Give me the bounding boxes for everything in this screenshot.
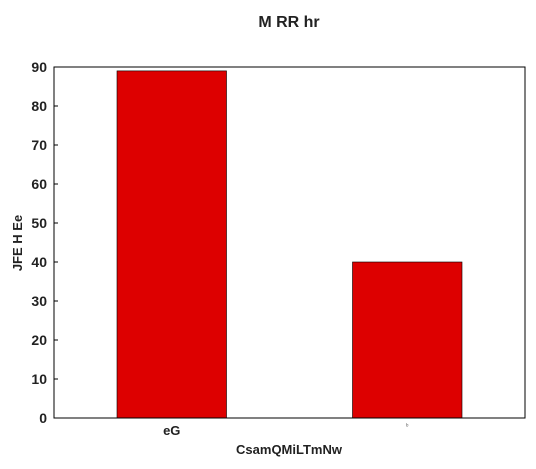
x-axis-ticks: eG ᵇ (163, 423, 409, 438)
y-tick-label-1: 10 (31, 371, 47, 387)
y-tick-label-3: 30 (31, 293, 47, 309)
y-tick-label-2: 20 (31, 332, 47, 348)
y-tick-label-5: 50 (31, 215, 47, 231)
bar-0 (116, 70, 227, 419)
x-tick-label-0: eG (163, 423, 180, 438)
plot-frame (53, 66, 526, 419)
y-axis-ticks: 0 10 20 30 40 50 60 70 80 90 (31, 59, 58, 426)
x-tick-label-1: ᵇ (406, 423, 409, 430)
bar-1 (352, 261, 463, 419)
bars-group (116, 70, 463, 419)
y-tick-label-7: 70 (31, 137, 47, 153)
y-tick-label-9: 90 (31, 59, 47, 75)
y-tick-label-0: 0 (39, 410, 47, 426)
y-axis-label: JFE H Ee (10, 215, 25, 271)
chart-title: M RR hr (258, 14, 319, 31)
y-tick-label-6: 60 (31, 176, 47, 192)
y-tick-label-4: 40 (31, 254, 47, 270)
y-tick-label-8: 80 (31, 98, 47, 114)
x-axis-label: CsamQMiLTmNw (236, 442, 343, 457)
